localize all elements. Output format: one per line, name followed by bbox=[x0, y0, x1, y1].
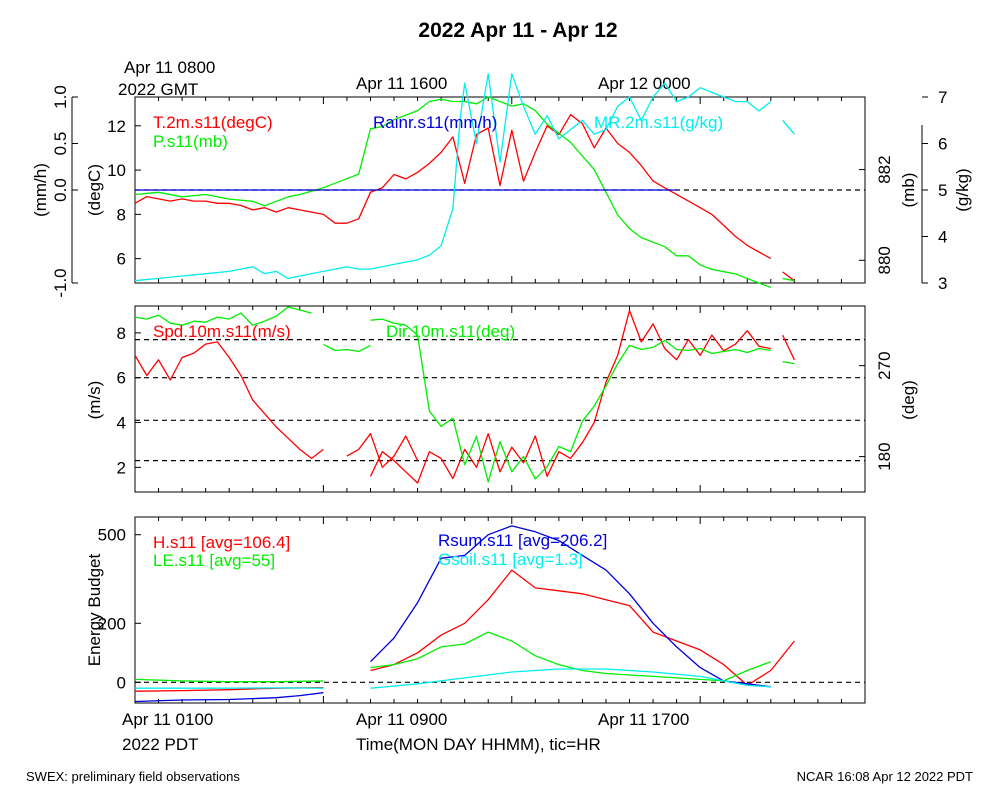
mmh-tick-label: -1.0 bbox=[51, 268, 70, 297]
legend-mixing-ratio: MR.2m.s11(g/kg) bbox=[594, 113, 723, 132]
degc-tick-label: 10 bbox=[107, 161, 126, 180]
top-series-line-6 bbox=[782, 119, 795, 135]
pdt-label-second: Apr 11 0900 bbox=[356, 710, 447, 729]
speed-tick-label: 8 bbox=[117, 324, 126, 343]
gmt-label-first-line1: Apr 11 0800 bbox=[124, 58, 215, 77]
speed-tick-label: 2 bbox=[117, 458, 126, 477]
x-axis-label: Time(MON DAY HHMM), tic=HR bbox=[356, 735, 601, 754]
legend-rainrate: Rainr.s11(mm/h) bbox=[373, 113, 497, 132]
legend-t2m: T.2m.s11(degC) bbox=[153, 113, 273, 132]
middle-series-line-1 bbox=[346, 433, 419, 468]
gkg-tick-label: 4 bbox=[938, 228, 947, 247]
bottom-series-line-5 bbox=[370, 525, 771, 688]
top-series-line-2 bbox=[134, 96, 772, 289]
gkg-tick-label: 3 bbox=[938, 274, 947, 293]
degc-axis-label: (degC) bbox=[85, 164, 104, 216]
middle-series-line-2 bbox=[369, 309, 771, 484]
mb-axis-label: (mb) bbox=[899, 173, 918, 208]
pdt-label-third: Apr 11 1700 bbox=[598, 710, 689, 729]
legend-wind-direction: Dir.10m.s11(deg) bbox=[386, 322, 515, 341]
gmt-label-second: Apr 11 1600 bbox=[356, 74, 447, 93]
bottom-series-line-2 bbox=[134, 678, 324, 683]
gkg-tick-label: 6 bbox=[938, 135, 947, 154]
bottom-series-line-3 bbox=[370, 631, 772, 682]
top-series-line-5 bbox=[134, 73, 772, 282]
bottom-series-line-7 bbox=[370, 668, 771, 689]
legend-soil-heat: Gsoil.s11 [avg=1.3] bbox=[438, 550, 583, 569]
legend-pressure: P.s11(mb) bbox=[153, 132, 228, 151]
speed-tick-label: 6 bbox=[117, 369, 126, 388]
gkg-tick-label: 7 bbox=[938, 88, 947, 107]
middle-series-line-7 bbox=[782, 360, 795, 365]
middle-series-line-5 bbox=[323, 343, 371, 353]
middle-series-line-3 bbox=[782, 334, 795, 361]
degc-tick-label: 12 bbox=[107, 117, 126, 136]
gmt-label-first-line2: 2022 GMT bbox=[118, 80, 198, 99]
direction-tick-label: 270 bbox=[875, 351, 894, 379]
top-series-line-3 bbox=[782, 277, 795, 282]
footer-right: NCAR 16:08 Apr 12 2022 PDT bbox=[797, 769, 973, 784]
mmh-tick-label: 0.5 bbox=[51, 132, 70, 156]
bottom-panel-frame bbox=[134, 516, 866, 704]
gkg-tick-label: 5 bbox=[938, 181, 947, 200]
bottom-series-line-4 bbox=[134, 692, 324, 703]
pdt-label-first: Apr 11 0100 bbox=[122, 710, 213, 729]
top-series-line-0 bbox=[134, 114, 772, 260]
gmt-label-third: Apr 12 0000 bbox=[598, 74, 691, 93]
bottom-series-line-1 bbox=[370, 569, 795, 686]
energy-tick-label: 500 bbox=[98, 526, 126, 545]
degc-tick-label: 8 bbox=[117, 205, 126, 224]
pdt-label-year: 2022 PDT bbox=[122, 735, 199, 754]
middle-series-line-0 bbox=[134, 341, 324, 460]
direction-axis-label: (deg) bbox=[899, 380, 918, 420]
mb-tick-label: 882 bbox=[875, 155, 894, 183]
middle-series-line-4 bbox=[134, 306, 312, 326]
direction-tick-label: 180 bbox=[875, 442, 894, 470]
legend-sensible-heat: H.s11 [avg=106.4] bbox=[153, 533, 290, 552]
middle-series-line-6 bbox=[370, 318, 771, 483]
mmh-tick-label: 0.0 bbox=[51, 178, 70, 202]
footer-left: SWEX: preliminary field observations bbox=[26, 769, 240, 784]
speed-axis-label: (m/s) bbox=[85, 381, 104, 420]
energy-tick-label: 200 bbox=[98, 614, 126, 633]
energy-tick-label: 0 bbox=[117, 673, 126, 692]
degc-tick-label: 6 bbox=[117, 250, 126, 269]
chart-title: 2022 Apr 11 - Apr 12 bbox=[418, 19, 617, 42]
mmh-axis-label: (mm/h) bbox=[31, 163, 50, 217]
legend-latent-heat: LE.s11 [avg=55] bbox=[153, 551, 275, 570]
middle-panel-frame bbox=[134, 305, 866, 493]
gkg-axis-label: (g/kg) bbox=[953, 168, 972, 211]
top-series-line-1 bbox=[782, 271, 795, 282]
speed-tick-label: 4 bbox=[117, 414, 126, 433]
legend-net-radiation: Rsum.s11 [avg=206.2] bbox=[438, 531, 607, 550]
mmh-tick-label: 1.0 bbox=[51, 85, 70, 109]
energy-axis-label: Energy Budget bbox=[85, 553, 104, 666]
legend-wind-speed: Spd.10m.s11(m/s) bbox=[153, 322, 291, 341]
mb-tick-label: 880 bbox=[875, 246, 894, 274]
